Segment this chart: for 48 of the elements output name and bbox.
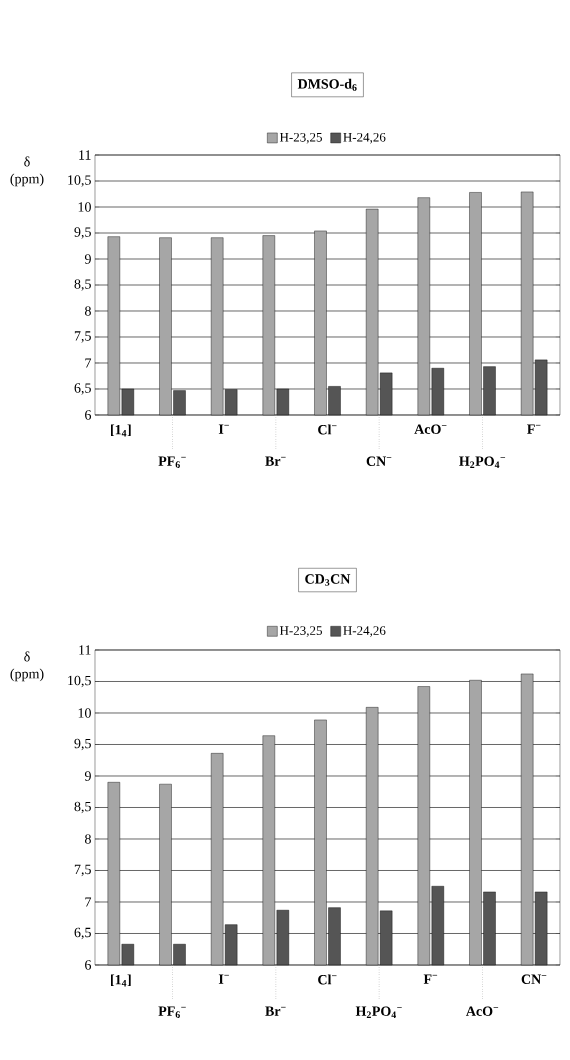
x-tick-label: H$_{2}$PO$_{4}$−	[355, 1006, 402, 1018]
y-tick-label: 7,5	[74, 864, 91, 877]
x-tick-label: AcO$^{−}$	[414, 424, 447, 434]
y-tick-label: 6,5	[74, 383, 91, 395]
legend-label: H-24,26	[343, 626, 386, 637]
y-tick-label: 9	[84, 771, 91, 781]
y-tick-label: 10	[78, 202, 91, 212]
x-tick-label: CN$^{−}$	[521, 974, 547, 984]
y-tick-label: 6,5	[74, 927, 91, 940]
x-tick-label: F$^{−}$	[423, 974, 438, 984]
x-tick-label: [1$_{4}$]	[111, 424, 131, 437]
legend-label: H-23,25	[279, 132, 322, 144]
y-tick-label: 10,5	[68, 175, 91, 187]
y-axis-title: δ (ppm)	[10, 156, 44, 187]
y-tick-label: 8	[85, 306, 91, 316]
x-tick-label: Cl$^{−}$	[318, 974, 337, 985]
x-tick-label: AcO$^{−}$	[465, 1006, 499, 1016]
y-tick-label: 10	[78, 708, 91, 718]
x-tick-label: [1$_{4}$]	[111, 974, 131, 987]
y-tick-label: 9,5	[74, 738, 91, 751]
x-tick-label: I$^{−}$	[218, 424, 229, 434]
chart-title: DMSO-d$_{6}$	[297, 78, 357, 91]
y-tick-label: 7	[85, 897, 92, 907]
y-tick-label: 9,5	[74, 227, 91, 239]
x-tick-label: CN$^{−}$	[366, 456, 392, 466]
y-tick-label: 7	[85, 358, 92, 368]
y-tick-label: 8	[85, 834, 91, 844]
y-tick-label: 7,5	[74, 331, 91, 343]
x-tick-label: PF$_{6}$−	[158, 1006, 186, 1018]
y-tick-label: 8,5	[74, 801, 91, 814]
y-tick-label: 9	[84, 254, 91, 264]
x-tick-label: I$^{−}$	[218, 974, 229, 984]
x-tick-label: F$^{−}$	[527, 424, 541, 434]
x-tick-label: H$_{2}$PO$_{4}$−	[459, 456, 506, 468]
y-tick-label: 6	[85, 960, 92, 970]
chart-title: CD$_{3}$CN	[305, 574, 351, 586]
y-tick-label: 8,5	[74, 279, 91, 291]
y-tick-label: 10,5	[68, 675, 91, 688]
x-tick-label: Br$^{−}$	[265, 456, 286, 466]
legend-label: H-23,25	[279, 626, 322, 637]
y-axis-title: δ (ppm)	[10, 651, 44, 682]
legend-label: H-24,26	[343, 132, 386, 144]
y-tick-label: 6	[85, 410, 92, 420]
y-tick-label: 11	[79, 150, 91, 160]
x-tick-label: Br$^{−}$	[265, 1006, 286, 1016]
x-tick-label: PF$_{6}$−	[158, 456, 186, 468]
x-tick-label: Cl$^{−}$	[318, 424, 337, 435]
y-tick-label: 11	[79, 645, 91, 655]
